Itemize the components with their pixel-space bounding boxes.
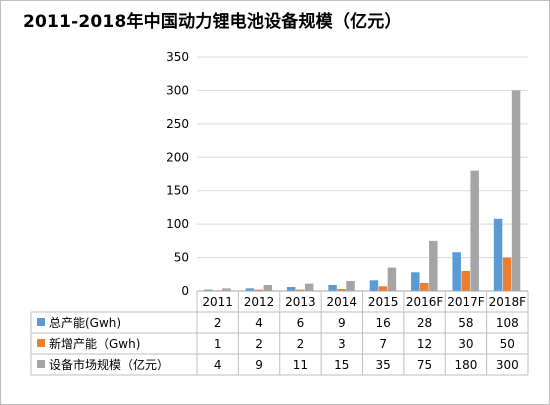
bar-2-2012 [254, 289, 264, 291]
data-label: 108 [496, 316, 519, 330]
bar-3-2014 [346, 280, 355, 291]
bar-2-2013 [295, 289, 305, 291]
data-label: 4 [214, 358, 222, 372]
bar-1-2017F [452, 252, 461, 291]
y-tick-label: 50 [174, 251, 189, 265]
data-label: 2 [255, 337, 263, 351]
x-tick-label: 2014 [327, 295, 358, 309]
data-label: 15 [334, 358, 349, 372]
data-label: 2 [297, 337, 305, 351]
bar-1-2018F [493, 218, 503, 291]
x-tick-label: 2012 [244, 295, 275, 309]
data-label: 7 [379, 337, 387, 351]
legend-label-2: 新增产能（Gwh) [49, 336, 140, 351]
bar-2-2016F [420, 282, 429, 291]
bar-3-2013 [304, 283, 314, 291]
y-tick-label: 250 [166, 117, 189, 131]
data-label: 30 [458, 337, 473, 351]
bar-2-2017F [461, 270, 470, 291]
bar-2-2014 [337, 288, 346, 291]
data-label: 35 [376, 358, 391, 372]
bar-1-2015 [369, 280, 379, 291]
legend-swatch-3 [37, 360, 45, 368]
x-tick-label: 2018F [489, 295, 527, 309]
data-label: 9 [255, 358, 263, 372]
bar-1-2014 [328, 284, 337, 291]
chart-title: 2011-2018年中国动力锂电池设备规模（亿元） [23, 12, 402, 32]
bar-1-2011 [204, 289, 213, 291]
y-tick-label: 150 [166, 184, 189, 198]
bar-3-2011 [222, 288, 231, 291]
y-tick-label: 0 [181, 284, 189, 298]
bar-3-2018F [511, 90, 521, 291]
x-tick-label: 2013 [285, 295, 316, 309]
data-label: 75 [417, 358, 432, 372]
bar-3-2015 [387, 267, 397, 291]
data-label: 2 [214, 316, 222, 330]
data-label: 50 [500, 337, 515, 351]
data-label: 6 [297, 316, 305, 330]
x-tick-label: 2017F [447, 295, 485, 309]
legend-label-1: 总产能(Gwh) [49, 316, 121, 330]
bar-1-2016F [411, 272, 420, 291]
bar-2-2018F [502, 257, 512, 291]
data-label: 28 [417, 316, 432, 330]
data-label: 16 [376, 316, 391, 330]
bar-3-2012 [263, 284, 273, 291]
y-tick-label: 350 [166, 50, 189, 64]
x-tick-label: 2016F [406, 295, 444, 309]
bar-1-2013 [286, 286, 296, 291]
legend-swatch-1 [37, 318, 45, 326]
data-label: 9 [338, 316, 346, 330]
bar-1-2012 [245, 288, 255, 291]
y-tick-label: 100 [166, 217, 189, 231]
legend-swatch-2 [37, 339, 45, 347]
bar-3-2017F [470, 170, 479, 291]
data-label: 12 [417, 337, 432, 351]
bar-2-2015 [378, 286, 388, 291]
x-tick-label: 2015 [368, 295, 399, 309]
x-tick-label: 2011 [202, 295, 233, 309]
data-label: 180 [454, 358, 477, 372]
y-tick-label: 200 [166, 150, 189, 164]
bar-3-2016F [429, 240, 438, 291]
y-tick-label: 300 [166, 83, 189, 97]
data-label: 11 [293, 358, 308, 372]
data-label: 3 [338, 337, 346, 351]
data-label: 300 [496, 358, 519, 372]
data-label: 1 [214, 337, 222, 351]
legend-label-3: 设备市场规模（亿元） [49, 357, 169, 372]
data-label: 4 [255, 316, 263, 330]
data-label: 58 [458, 316, 473, 330]
